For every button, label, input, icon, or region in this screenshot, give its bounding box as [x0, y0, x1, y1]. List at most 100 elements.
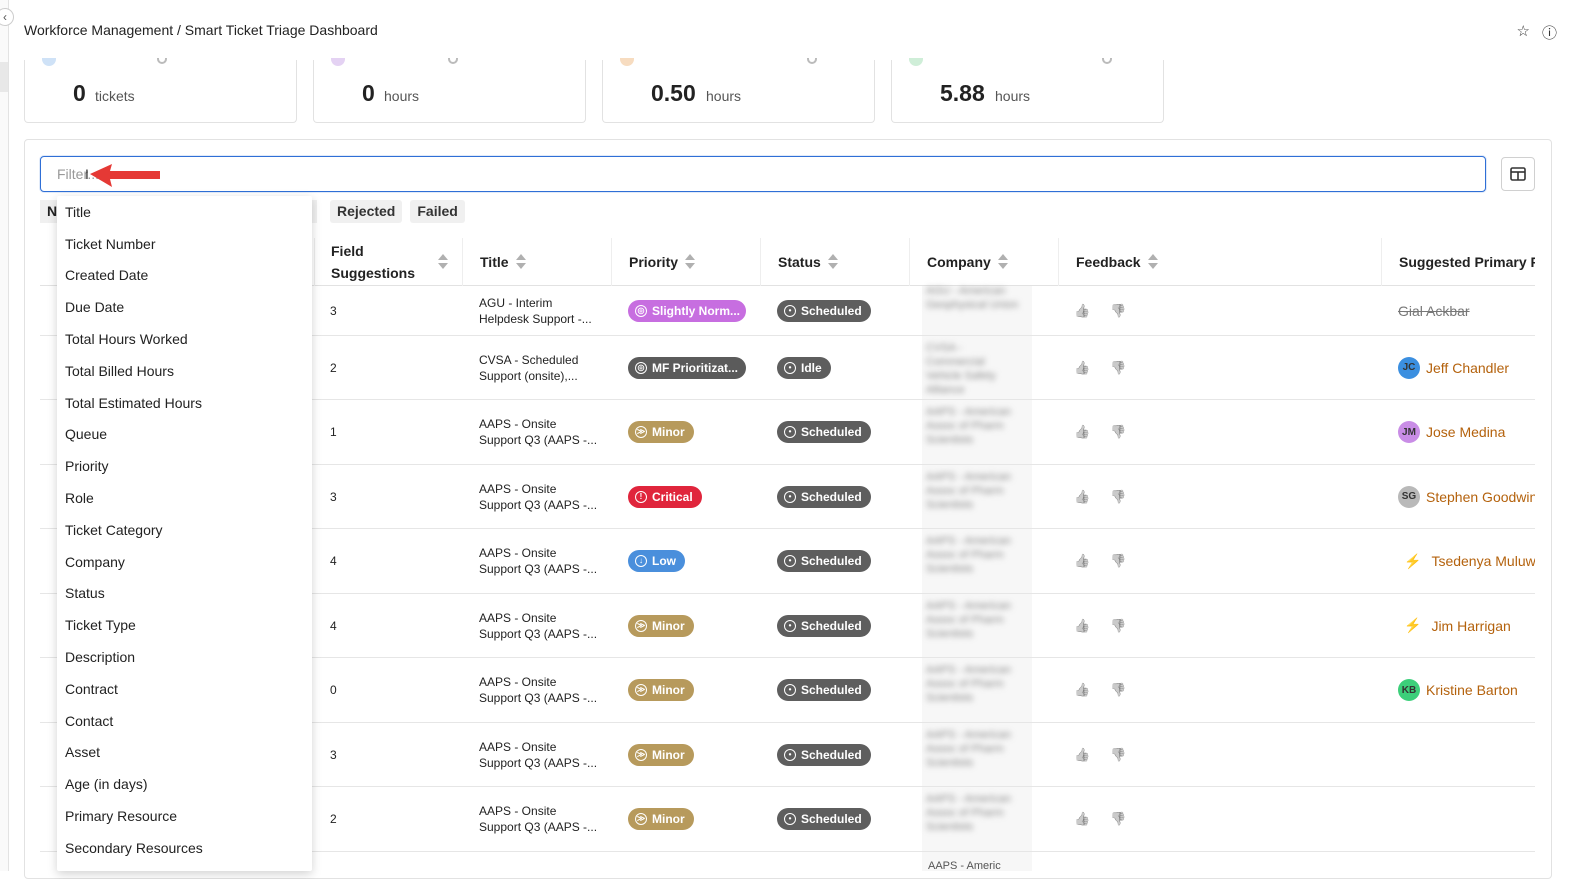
- info-icon[interactable]: [157, 58, 167, 64]
- column-suggested-primary-resource[interactable]: Suggested Primary Re: [1381, 238, 1535, 286]
- star-icon[interactable]: ☆: [1516, 23, 1530, 40]
- thumbs-down-icon[interactable]: 👎: [1110, 302, 1127, 318]
- filter-field-option[interactable]: Age (in days): [65, 776, 148, 793]
- table-row[interactable]: 2 CVSA - Scheduled Support (onsite),... ◎…: [40, 336, 1535, 400]
- sort-icon[interactable]: [437, 254, 449, 270]
- title-cell[interactable]: AAPS - Onsite Support Q3 (AAPS -...: [479, 675, 598, 705]
- filter-field-option[interactable]: Secondary Resources: [65, 839, 203, 856]
- filter-field-option[interactable]: Contract: [65, 680, 118, 697]
- filter-field-option[interactable]: Title: [65, 203, 91, 220]
- filter-field-option[interactable]: Queue: [65, 426, 108, 443]
- suggested-resource[interactable]: JM Jose Medina: [1398, 421, 1505, 443]
- filter-field-option[interactable]: Created Date: [65, 267, 149, 284]
- title-cell[interactable]: AAPS - Onsite Support Q3 (AAPS -...: [479, 417, 598, 447]
- suggested-resource[interactable]: ⚡ Jim Harrigan: [1398, 617, 1511, 634]
- sort-icon[interactable]: [684, 254, 696, 270]
- table-row[interactable]: 0 AAPS - Onsite Support Q3 (AAPS -... ≫ Mi…: [40, 658, 1535, 723]
- column-field-suggestions[interactable]: Field Suggestions: [314, 238, 462, 286]
- title-cell[interactable]: AGU - Interim Helpdesk Support -...: [479, 295, 592, 326]
- thumbs-down-icon[interactable]: 👎: [1110, 811, 1127, 826]
- suggested-resource[interactable]: ⚡ Tsedenya Muluwo: [1398, 553, 1535, 570]
- column-company[interactable]: Company: [909, 238, 1058, 286]
- thumbs-up-icon[interactable]: 👍: [1074, 617, 1091, 633]
- column-priority[interactable]: Priority: [611, 238, 760, 286]
- thumbs-up-icon[interactable]: 👍: [1074, 302, 1091, 318]
- filter-field-option[interactable]: Due Date: [65, 299, 125, 316]
- status-chip-rejected[interactable]: Rejected: [330, 200, 403, 223]
- columns-toggle-button[interactable]: [1501, 157, 1535, 191]
- info-icon[interactable]: [807, 58, 817, 64]
- column-feedback[interactable]: Feedback: [1058, 238, 1381, 286]
- thumbs-up-icon[interactable]: 👍: [1074, 553, 1091, 568]
- filter-field-option[interactable]: Primary Resource: [65, 808, 178, 825]
- title-cell[interactable]: AAPS - Onsite Support Q3 (AAPS -...: [479, 610, 598, 641]
- filter-field-option[interactable]: Description: [65, 649, 136, 666]
- lightning-icon: ⚡: [1404, 617, 1422, 633]
- suggested-resource-name[interactable]: Gial Ackbar: [1398, 302, 1470, 319]
- column-label: Field Suggestions: [331, 243, 416, 281]
- filter-field-option[interactable]: Ticket Type: [65, 617, 136, 634]
- status-chip-new[interactable]: N: [40, 200, 60, 223]
- table-row[interactable]: 3 AAPS - Onsite Support Q3 (AAPS -... ! Cr…: [40, 465, 1535, 529]
- thumbs-up-icon[interactable]: 👍: [1074, 359, 1091, 375]
- thumbs-up-icon[interactable]: 👍: [1074, 682, 1091, 697]
- thumbs-up-icon[interactable]: 👍: [1074, 811, 1091, 826]
- title-cell[interactable]: AAPS - Onsite Support Q3 (AAPS -...: [479, 804, 598, 834]
- status-chip-failed[interactable]: Failed: [410, 200, 465, 223]
- filter-field-option[interactable]: Status: [65, 585, 105, 602]
- table-row[interactable]: 4 AAPS - Onsite Support Q3 (AAPS -... ↓ Lo…: [40, 529, 1535, 594]
- suggested-resource[interactable]: JC Jeff Chandler: [1398, 356, 1509, 379]
- field-suggestions-cell: 2: [330, 360, 337, 375]
- table-row[interactable]: 2 AAPS - Onsite Support Q3 (AAPS -... ≫ Mi…: [40, 787, 1535, 852]
- sort-icon[interactable]: [827, 254, 839, 270]
- priority-badge: ≫ Minor: [628, 679, 694, 701]
- filter-field-option[interactable]: Total Billed Hours: [65, 362, 174, 379]
- filter-field-option[interactable]: Company: [65, 553, 125, 570]
- thumbs-down-icon[interactable]: 👎: [1110, 359, 1127, 375]
- table-row[interactable]: 1 AAPS - Onsite Support Q3 (AAPS -... ≫ Mi…: [40, 400, 1535, 465]
- filter-field-option[interactable]: Ticket Category: [65, 521, 163, 538]
- company-name-blurred: AAPS - American Assoc of Pharm Scientist…: [926, 406, 1011, 446]
- column-status[interactable]: Status: [760, 238, 909, 286]
- thumbs-down-icon[interactable]: 👎: [1110, 553, 1127, 568]
- suggested-resource[interactable]: SG Stephen Goodwin: [1398, 485, 1535, 508]
- info-icon[interactable]: [448, 58, 458, 64]
- thumbs-up-icon[interactable]: 👍: [1074, 746, 1091, 762]
- info-icon[interactable]: [1102, 58, 1112, 64]
- priority-icon: ≫: [635, 619, 647, 632]
- table-row[interactable]: 4 AAPS - Onsite Support Q3 (AAPS -... ≫ Mi…: [40, 594, 1535, 658]
- kpi-card-tickets: 0 tickets: [24, 58, 297, 123]
- thumbs-down-icon[interactable]: 👎: [1110, 746, 1127, 762]
- filter-field-option[interactable]: Total Estimated Hours: [65, 394, 202, 411]
- filter-field-option[interactable]: Ticket Number: [65, 235, 156, 252]
- thumbs-up-icon[interactable]: 👍: [1074, 488, 1091, 504]
- sort-icon[interactable]: [1147, 254, 1159, 270]
- thumbs-down-icon[interactable]: 👎: [1110, 682, 1127, 697]
- thumbs-down-icon[interactable]: 👎: [1110, 617, 1127, 633]
- thumbs-up-icon[interactable]: 👍: [1074, 424, 1091, 439]
- title-cell[interactable]: CVSA - Scheduled Support (onsite),...: [479, 352, 579, 383]
- filter-field-option[interactable]: Contact: [65, 712, 114, 729]
- status-badge: • Scheduled: [777, 614, 871, 637]
- filter-input[interactable]: [41, 157, 1485, 191]
- title-cell[interactable]: AAPS - Onsite Support Q3 (AAPS -...: [479, 739, 598, 770]
- title-cell[interactable]: AAPS - Onsite Support Q3 (AAPS -...: [479, 481, 598, 512]
- table-row[interactable]: 3 AAPS - Onsite Support Q3 (AAPS -... ≫ Mi…: [40, 723, 1535, 787]
- status-cell: • Idle: [777, 336, 831, 399]
- filter-field-option[interactable]: Role: [65, 490, 94, 507]
- thumbs-down-icon[interactable]: 👎: [1110, 424, 1127, 439]
- sort-icon[interactable]: [997, 254, 1009, 270]
- company-name-blurred: AGU - American Geophysical Union: [926, 284, 1019, 311]
- sort-icon[interactable]: [515, 254, 527, 270]
- collapse-sidebar-button[interactable]: ‹: [0, 8, 14, 26]
- title-cell[interactable]: AAPS - Onsite Support Q3 (AAPS -...: [479, 546, 598, 576]
- help-icon[interactable]: ⓘ: [1541, 25, 1557, 42]
- suggested-resource[interactable]: KB Kristine Barton: [1398, 679, 1518, 701]
- column-title[interactable]: Title: [462, 238, 611, 286]
- filter-field-option[interactable]: Priority: [65, 458, 109, 475]
- thumbs-down-icon[interactable]: 👎: [1110, 488, 1127, 504]
- table-row[interactable]: 3 AGU - Interim Helpdesk Support -... ◎ Sl…: [40, 284, 1535, 336]
- filter-field-option[interactable]: Total Hours Worked: [65, 331, 188, 348]
- filter-field-option[interactable]: Asset: [65, 744, 101, 761]
- priority-badge: ◎ MF Prioritizat...: [628, 356, 746, 379]
